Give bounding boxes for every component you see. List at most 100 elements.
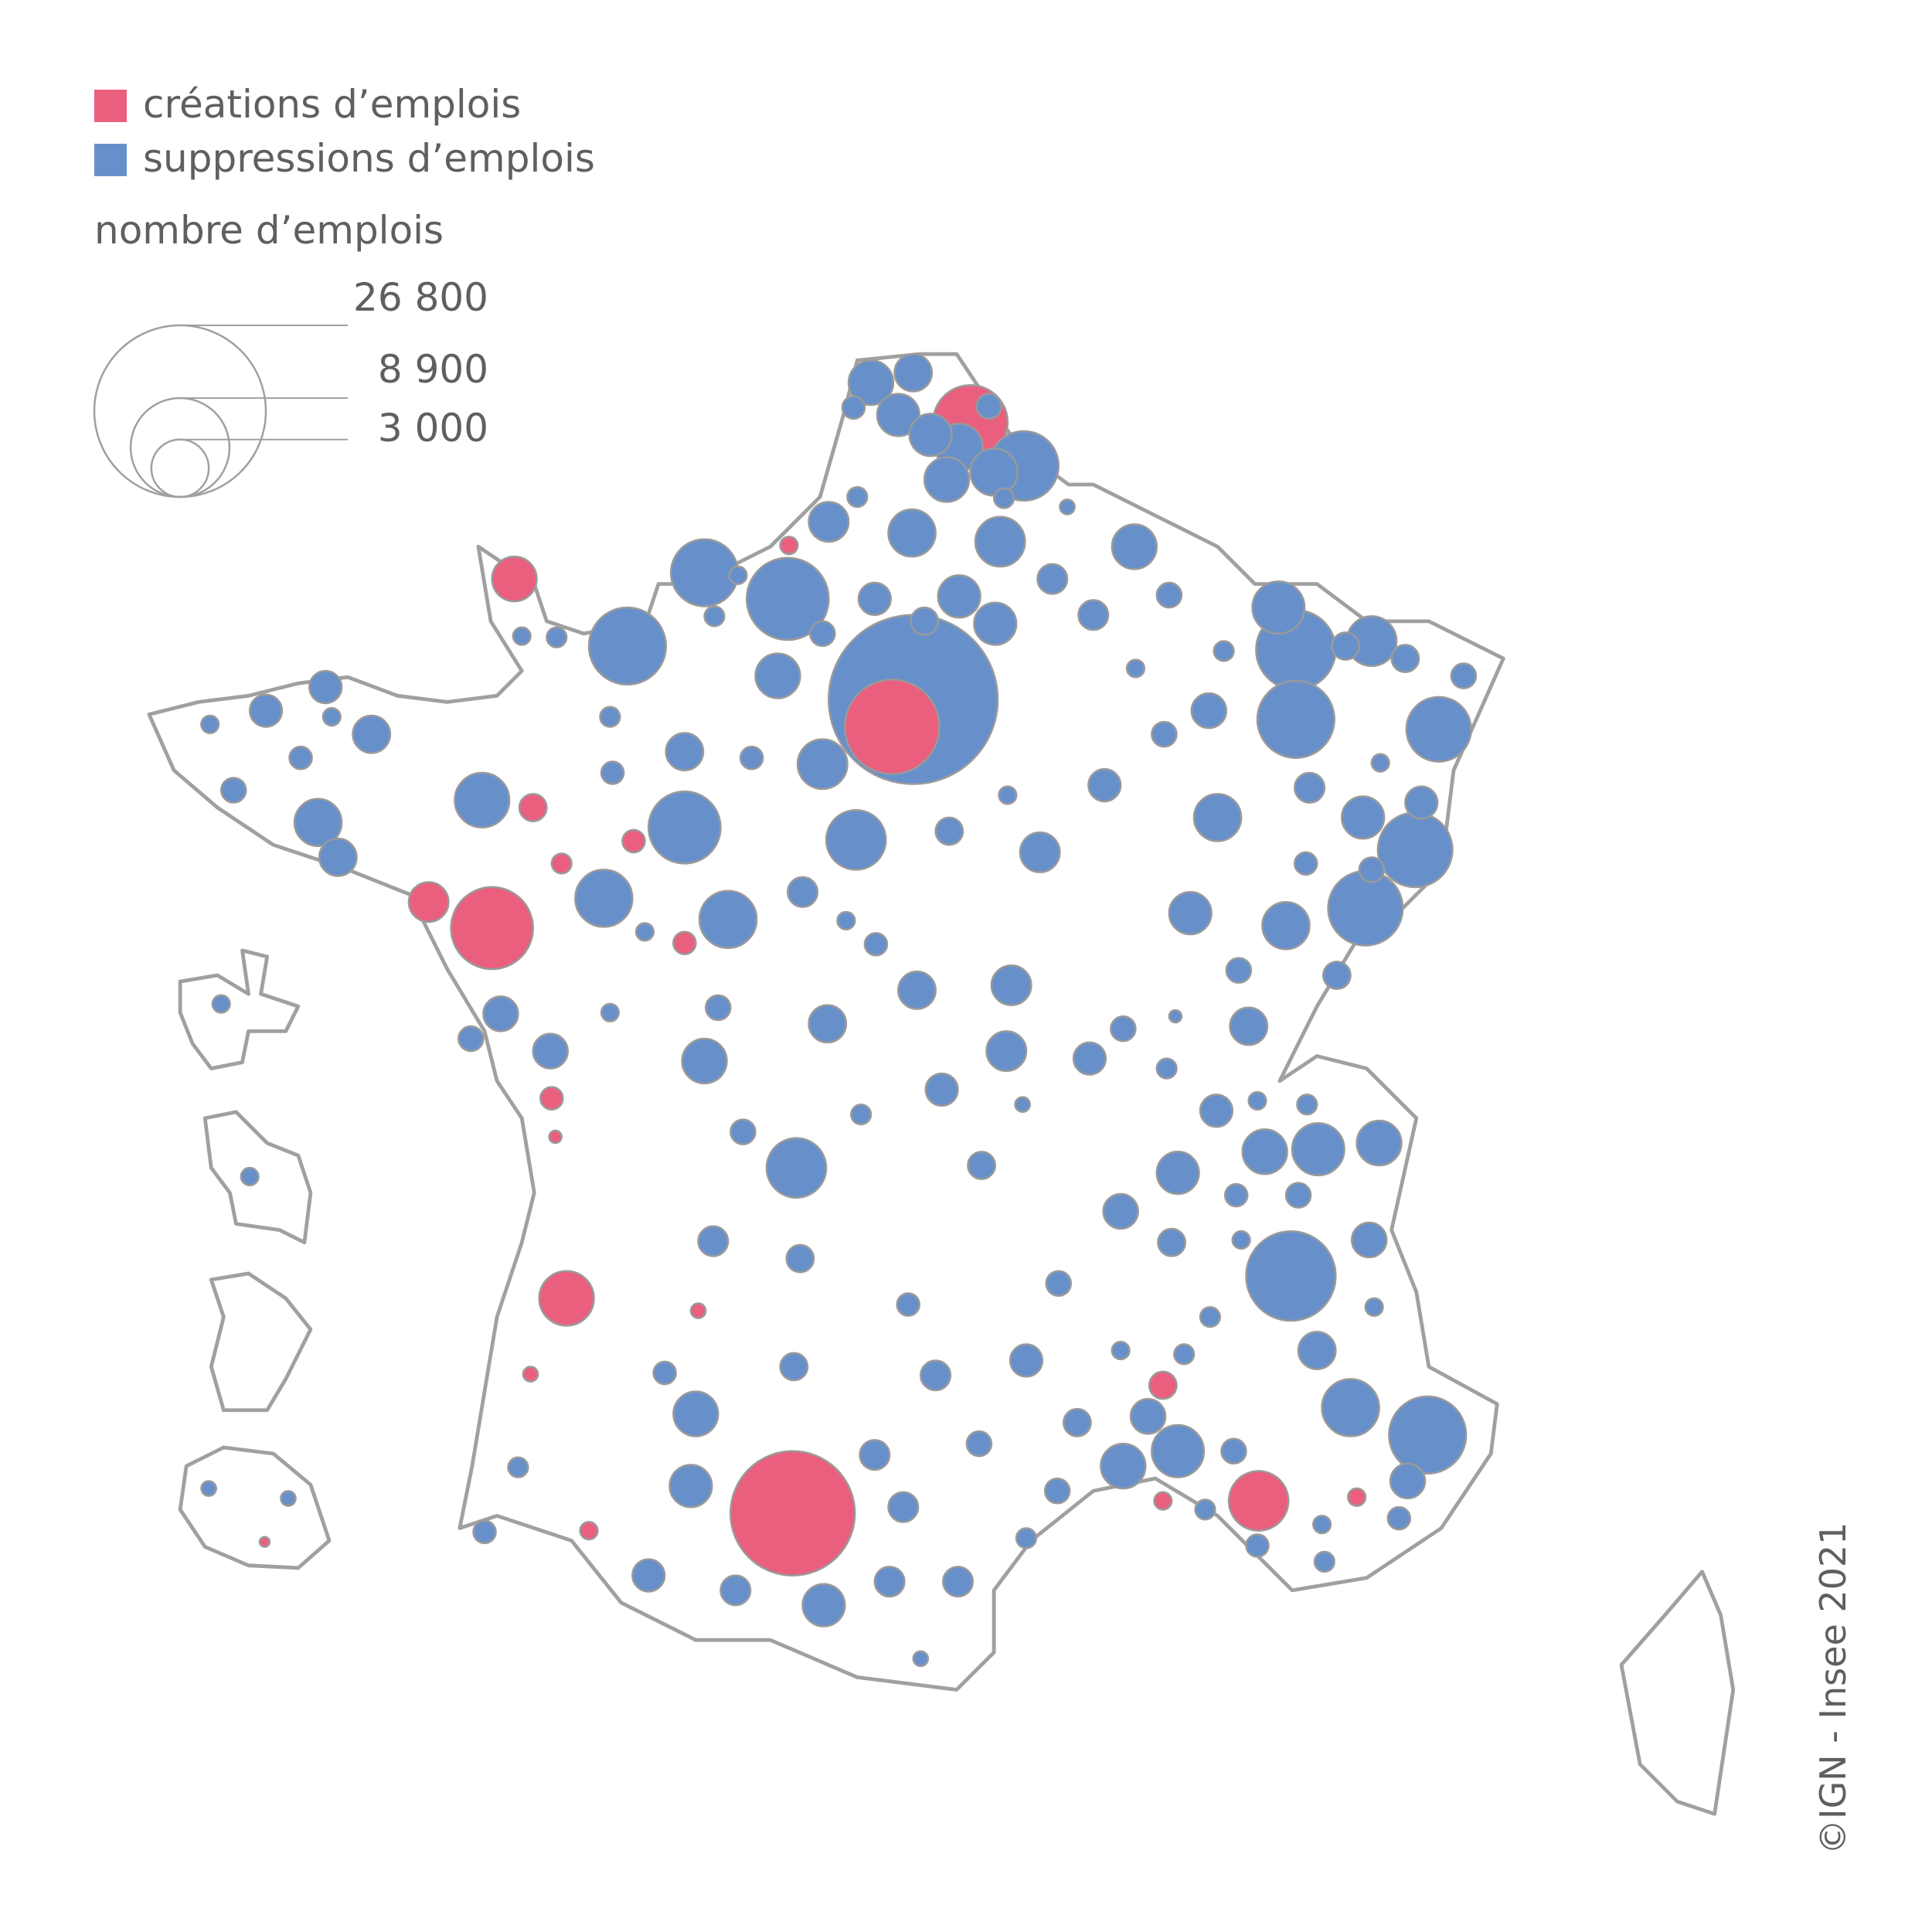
suppression-circle	[669, 538, 740, 607]
suppression-circle	[1100, 1442, 1147, 1490]
creation-circle	[843, 679, 940, 775]
suppression-circle	[992, 487, 1015, 509]
creation-circle	[539, 1086, 564, 1111]
suppression-circle	[920, 1359, 952, 1392]
suppression-circle	[1312, 1515, 1332, 1535]
suppression-circle	[975, 393, 1003, 420]
suppression-circle	[876, 393, 921, 437]
suppression-circle	[1110, 1015, 1137, 1043]
suppression-circle	[841, 395, 866, 420]
suppression-circle	[1293, 851, 1318, 876]
suppression-circle	[1341, 795, 1386, 840]
suppression-circle	[1261, 900, 1311, 951]
reunion-outline	[178, 1445, 332, 1570]
suppression-circle	[1155, 1057, 1178, 1080]
creation-circle	[779, 536, 799, 556]
suppression-circle	[787, 876, 819, 908]
guyane-outline	[209, 1271, 313, 1413]
suppression-circle	[1059, 498, 1076, 515]
suppression-circle	[1045, 1270, 1073, 1298]
legend-swatch	[94, 144, 127, 176]
legend-label: créations d’emplois	[143, 82, 521, 127]
creation-circle	[730, 1450, 856, 1577]
suppression-circle	[1245, 1230, 1337, 1322]
suppression-circle	[765, 1137, 828, 1199]
creation-circle	[550, 852, 573, 875]
suppression-circle	[1036, 563, 1069, 595]
size-legend-label: 8 900	[378, 347, 488, 392]
suppression-circle	[507, 1456, 529, 1478]
suppression-circle	[1019, 831, 1061, 873]
suppression-circle	[1102, 1192, 1139, 1230]
suppression-circle	[681, 1037, 728, 1085]
suppression-circle	[754, 652, 801, 699]
suppression-circle	[825, 808, 887, 871]
suppression-circle	[665, 732, 705, 772]
suppression-circle	[1386, 1505, 1412, 1531]
suppression-circle	[1405, 696, 1472, 763]
suppression-circle	[200, 714, 220, 734]
suppression-circle	[634, 922, 655, 942]
creation-circle	[621, 828, 646, 854]
suppression-circle	[1355, 1119, 1403, 1167]
size-legend-circle	[129, 396, 231, 498]
suppression-circle	[288, 745, 313, 770]
creation-circle	[672, 930, 697, 956]
suppression-circle	[1390, 644, 1420, 674]
suppression-circle	[836, 910, 856, 930]
suppression-circle	[1358, 856, 1386, 883]
circles	[200, 352, 1478, 1668]
suppression-circle	[1364, 1297, 1384, 1317]
size-legend-title: nombre d’emplois	[94, 208, 444, 253]
suppression-circle	[1376, 811, 1454, 889]
suppression-circle	[512, 626, 532, 646]
legend-label: suppressions d’emplois	[143, 136, 595, 181]
suppression-circle	[796, 738, 849, 791]
suppression-circle	[1220, 1437, 1247, 1465]
suppression-circle	[1231, 1230, 1251, 1250]
creation-circle	[538, 1270, 595, 1327]
suppression-circle	[293, 798, 343, 848]
suppression-circle	[969, 447, 1019, 497]
suppression-circle	[1389, 1462, 1427, 1500]
suppression-circle	[1247, 1090, 1267, 1111]
suppression-circle	[1225, 957, 1253, 984]
suppression-circle	[1321, 1378, 1380, 1437]
creation-circle	[518, 793, 548, 822]
suppression-circle	[1404, 785, 1439, 820]
suppression-circle	[857, 581, 892, 617]
suppression-circle	[1291, 1122, 1345, 1177]
size-legend-circle	[150, 438, 210, 498]
suppression-circle	[974, 515, 1026, 568]
suppression-circle	[240, 1166, 260, 1187]
suppression-circle	[697, 1225, 730, 1257]
suppression-circle	[990, 964, 1032, 1006]
suppression-circle	[896, 1292, 921, 1317]
creation-circle	[689, 1302, 707, 1319]
suppression-circle	[887, 1491, 920, 1523]
suppression-circle	[808, 501, 850, 543]
suppression-circle	[1251, 580, 1306, 635]
suppression-circle	[942, 1566, 975, 1598]
suppression-circle	[1155, 581, 1183, 609]
suppression-circle	[352, 714, 392, 754]
suppression-circle	[1313, 1550, 1335, 1573]
suppression-circle	[1151, 720, 1178, 748]
suppression-circle	[600, 1002, 620, 1022]
suppression-circle	[1077, 599, 1110, 631]
suppression-circle	[998, 785, 1018, 805]
suppression-circle	[897, 970, 937, 1010]
suppression-circle	[801, 1583, 846, 1628]
creation-circle	[1347, 1487, 1367, 1507]
suppression-circle	[973, 601, 1018, 646]
suppression-circle	[1168, 891, 1213, 936]
suppression-circle	[647, 790, 722, 865]
legend-swatch	[94, 90, 127, 122]
suppression-circle	[1111, 523, 1158, 570]
suppression-circle	[703, 605, 726, 628]
suppression-circle	[910, 606, 940, 636]
suppression-circle	[1450, 662, 1478, 689]
size-legend-label: 3 000	[378, 406, 488, 451]
suppression-circle	[873, 1566, 906, 1598]
suppression-circle	[967, 1151, 997, 1180]
